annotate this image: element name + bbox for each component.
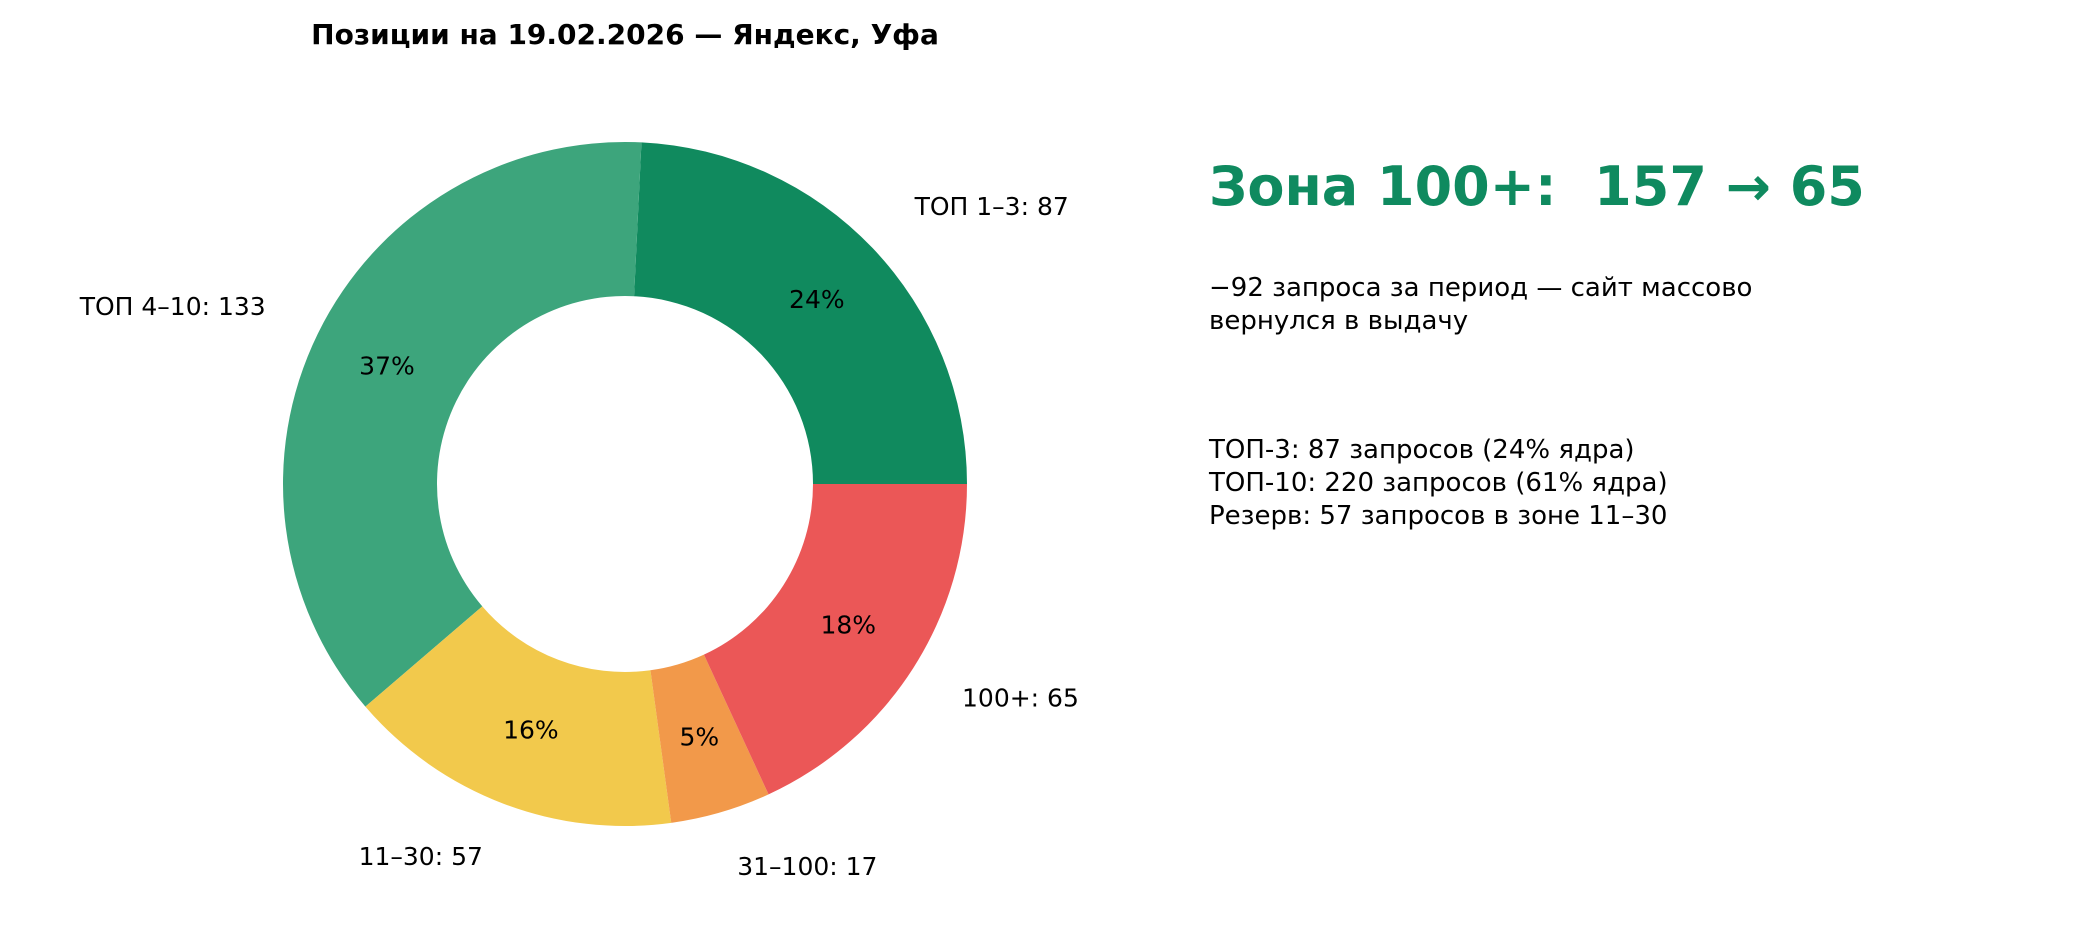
slice-31-100: [650, 654, 769, 823]
slice-11-30: [365, 606, 672, 826]
slice-100: [703, 484, 967, 795]
percent-label-100: 18%: [820, 611, 876, 640]
percent-label-11-30: 16%: [503, 716, 559, 745]
percent-label-31-100: 5%: [680, 722, 720, 751]
percent-label-топ-1-3: 24%: [789, 285, 845, 314]
slice-label-топ-1-3: ТОП 1–3: 87: [914, 192, 1069, 221]
zone-100-headline: Зона 100+: 157 → 65: [1209, 155, 1865, 218]
slice-labels: ТОП 1–3: 87 ТОП 4–10: 133 11–30: 57 31–100:…: [79, 192, 1079, 881]
slice-label-11-30: 11–30: 57: [359, 842, 483, 871]
slice-label-31-100: 31–100: 17: [737, 852, 877, 881]
stat-top3: ТОП-3: 87 запросов (24% ядра): [1209, 435, 1635, 465]
slice-label-топ-4-10: ТОП 4–10: 133: [79, 292, 266, 321]
donut-chart: Позиции на 19.02.2026 — Яндекс, Уфа ТОП …: [79, 18, 1079, 881]
slice-топ-4-10: [283, 142, 642, 707]
summary-panel: Зона 100+: 157 → 65 −92 запроса за перио…: [1209, 0, 2069, 930]
donut-slices: [283, 142, 967, 826]
percent-label-топ-4-10: 37%: [359, 352, 415, 381]
percent-labels: 24% 37% 16% 5% 18%: [359, 285, 876, 751]
stats-list: ТОП-3: 87 запросов (24% ядра) ТОП-10: 22…: [1209, 434, 1668, 533]
chart-title: Позиции на 19.02.2026 — Яндекс, Уфа: [311, 18, 939, 51]
change-description: −92 запроса за период — сайт массово вер…: [1209, 273, 1753, 336]
slice-label-100: 100+: 65: [962, 683, 1079, 712]
stat-top10: ТОП-10: 220 запросов (61% ядра): [1209, 468, 1668, 498]
stat-reserve: Резерв: 57 запросов в зоне 11–30: [1209, 501, 1668, 531]
slice-топ-1-3: [634, 142, 967, 484]
